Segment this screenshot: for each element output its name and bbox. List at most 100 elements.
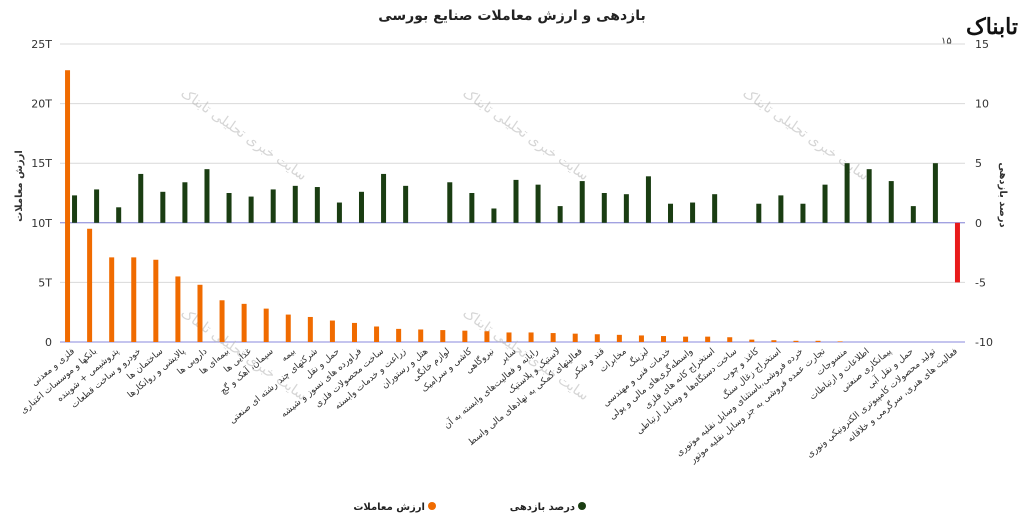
return-percent-bar bbox=[668, 203, 674, 223]
return-percent-bar bbox=[645, 176, 651, 223]
return-percent-bar bbox=[314, 187, 320, 223]
legend-return-label: درصد بازدهی bbox=[510, 502, 575, 513]
return-percent-bar bbox=[954, 222, 960, 283]
right-tick-label: 10 bbox=[975, 98, 989, 111]
return-percent-bar bbox=[292, 185, 298, 223]
right-tick-label: -10 bbox=[975, 336, 993, 349]
return-percent-bar bbox=[800, 203, 806, 223]
right-tick-label: 15 bbox=[975, 38, 989, 51]
trade-value-bar bbox=[661, 336, 667, 342]
return-percent-bar bbox=[866, 169, 872, 223]
legend-return-swatch bbox=[578, 502, 586, 510]
logo-subtext: ۱۵ bbox=[941, 36, 952, 47]
gridlines bbox=[60, 43, 965, 343]
trade-value-bar bbox=[572, 333, 578, 342]
return-percent-bar bbox=[712, 194, 718, 223]
trade-value-bar bbox=[374, 326, 380, 342]
watermark-text: سایت خبری تحلیلی تابناک bbox=[178, 85, 310, 184]
trade-value-bar bbox=[175, 276, 181, 342]
trade-value-bar bbox=[241, 303, 247, 342]
trade-value-bar bbox=[616, 334, 622, 342]
right-axis-ticks: -10 -5 0 5 10 15 bbox=[975, 38, 993, 349]
return-percent-bar bbox=[601, 193, 607, 223]
return-percent-bar bbox=[469, 193, 475, 223]
return-percent-bar bbox=[381, 173, 387, 223]
return-percent-bar bbox=[932, 163, 938, 223]
trade-value-bar bbox=[219, 300, 225, 342]
right-axis-label: درصد بازدهی bbox=[997, 162, 1008, 227]
return-percent-bar bbox=[491, 208, 497, 223]
legend-trade-swatch bbox=[428, 502, 436, 510]
return-percent-bar bbox=[138, 173, 144, 223]
return-percent-bar bbox=[690, 202, 696, 223]
logo: تابناک ۱۵ bbox=[928, 2, 1023, 50]
left-axis-label: ارزش معاملات bbox=[14, 150, 25, 222]
logo-text: تابناک bbox=[966, 14, 1018, 40]
return-percent-bar bbox=[756, 203, 762, 223]
trade-value-bar bbox=[307, 316, 313, 342]
trade-value-bar bbox=[683, 336, 689, 342]
return-percent-bar bbox=[270, 189, 276, 223]
bars bbox=[65, 70, 960, 342]
trade-value-bar bbox=[705, 336, 711, 342]
trade-value-bar bbox=[815, 340, 821, 342]
return-percent-bar bbox=[116, 207, 122, 223]
legend-trade-label: ارزش معاملات bbox=[353, 502, 425, 513]
return-percent-bar bbox=[336, 202, 342, 223]
watermark-text: سایت خبری تحلیلی تابناک bbox=[740, 85, 872, 184]
return-percent-bar bbox=[358, 191, 364, 223]
return-percent-bar bbox=[182, 182, 188, 223]
trade-value-bar bbox=[329, 320, 335, 342]
return-percent-bar bbox=[226, 193, 232, 223]
return-percent-bar bbox=[910, 206, 916, 223]
return-percent-bar bbox=[94, 189, 100, 223]
left-tick-label: 15T bbox=[31, 157, 52, 170]
legend: درصد بازدهی ارزش معاملات bbox=[353, 502, 586, 513]
trade-value-bar bbox=[793, 340, 799, 342]
trade-value-bar bbox=[484, 331, 490, 342]
trade-value-bar bbox=[131, 257, 137, 342]
left-tick-label: 25T bbox=[31, 38, 52, 51]
return-percent-bar bbox=[160, 191, 166, 223]
left-tick-label: 5T bbox=[38, 276, 52, 289]
left-tick-label: 0 bbox=[45, 336, 52, 349]
trade-value-bar bbox=[837, 341, 843, 342]
return-percent-bar bbox=[72, 195, 78, 223]
return-percent-bar bbox=[204, 169, 210, 223]
trade-value-bar bbox=[396, 328, 402, 342]
trade-value-bar bbox=[109, 257, 115, 342]
left-tick-label: 10T bbox=[31, 217, 52, 230]
trade-value-bar bbox=[263, 308, 269, 342]
left-axis-ticks: 0 5T 10T 15T 20T 25T bbox=[31, 38, 52, 349]
return-percent-bar bbox=[844, 163, 850, 223]
watermark-text: سایت خبری تحلیلی تابناک bbox=[460, 85, 592, 184]
return-percent-bar bbox=[513, 179, 519, 223]
return-percent-bar bbox=[447, 182, 453, 223]
trade-value-bar bbox=[528, 332, 534, 342]
trade-value-bar bbox=[351, 322, 357, 342]
left-tick-label: 20T bbox=[31, 98, 52, 111]
logo-box bbox=[928, 2, 1023, 50]
return-percent-bar bbox=[822, 184, 828, 223]
trade-value-bar bbox=[153, 259, 159, 342]
trade-value-bar bbox=[594, 334, 600, 342]
return-percent-bar bbox=[778, 195, 784, 223]
right-tick-label: -5 bbox=[975, 276, 986, 289]
return-percent-bar bbox=[557, 206, 563, 223]
return-percent-bar bbox=[535, 184, 541, 223]
return-percent-bar bbox=[623, 194, 629, 223]
trade-value-bar bbox=[749, 339, 755, 342]
trade-value-bar bbox=[87, 228, 93, 342]
trade-value-bar bbox=[727, 337, 733, 342]
return-percent-bar bbox=[248, 196, 254, 223]
return-percent-bar bbox=[888, 181, 894, 223]
trade-value-bar bbox=[197, 284, 203, 342]
right-tick-label: 0 bbox=[975, 217, 982, 230]
trade-value-bar bbox=[638, 335, 644, 342]
trade-value-bar bbox=[65, 70, 71, 342]
trade-value-bar bbox=[506, 332, 512, 342]
chart-title: بازدهی و ارزش معاملات صنایع بورسی bbox=[378, 8, 645, 24]
